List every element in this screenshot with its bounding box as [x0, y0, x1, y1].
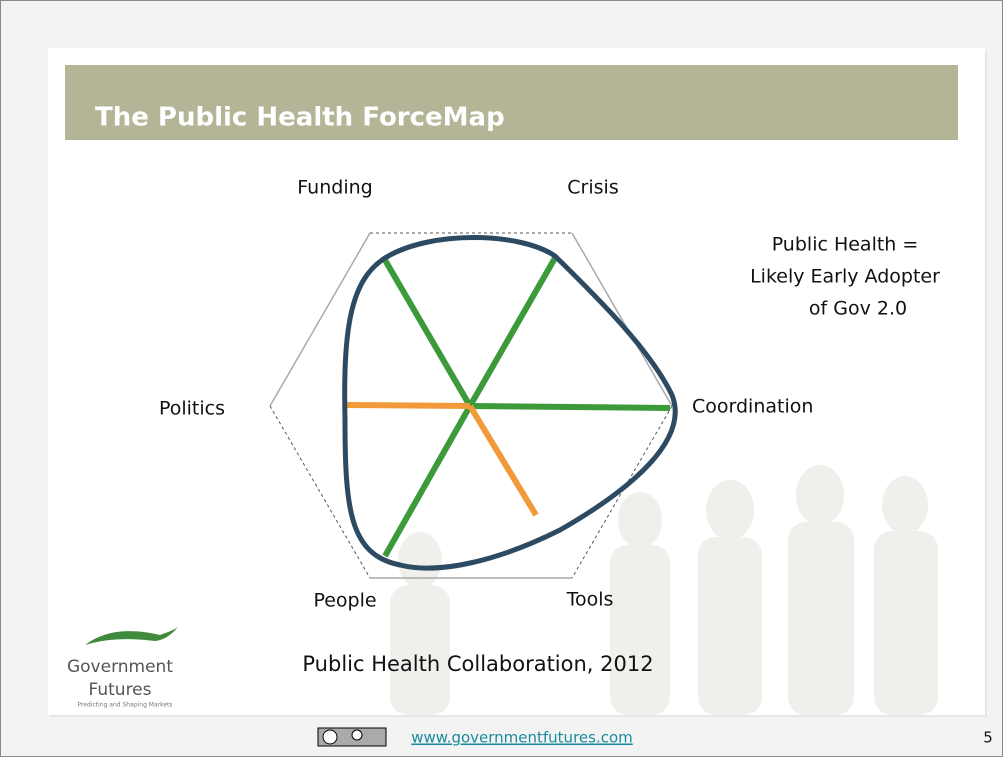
note-line: of Gov 2.0 — [809, 298, 907, 320]
axis-label: Crisis — [567, 177, 618, 199]
page-number: 5 — [983, 729, 993, 747]
footer-link[interactable]: www.governmentfutures.com — [411, 729, 633, 747]
logo-name: Government — [67, 657, 173, 677]
spokes — [344, 256, 671, 558]
background-silhouettes — [390, 465, 938, 715]
axis-label: Funding — [297, 177, 372, 199]
title-bar — [65, 65, 958, 140]
logo-swoosh — [85, 627, 178, 645]
caption: Public Health Collaboration, 2012 — [302, 652, 653, 676]
axis-label: Tools — [566, 589, 614, 611]
slide-title: The Public Health ForceMap — [95, 103, 505, 133]
logo-name: Futures — [89, 680, 152, 700]
note-line: Likely Early Adopter — [750, 266, 940, 288]
logo-tagline: Predicting and Shaping Markets — [77, 702, 172, 709]
axis-label: Politics — [159, 398, 225, 420]
axis-label: People — [313, 590, 376, 612]
cc-badge — [317, 727, 387, 747]
note-line: Public Health = — [772, 234, 919, 256]
hexagon — [269, 232, 673, 579]
force-outline — [342, 235, 678, 571]
axis-label: Coordination — [692, 396, 813, 418]
